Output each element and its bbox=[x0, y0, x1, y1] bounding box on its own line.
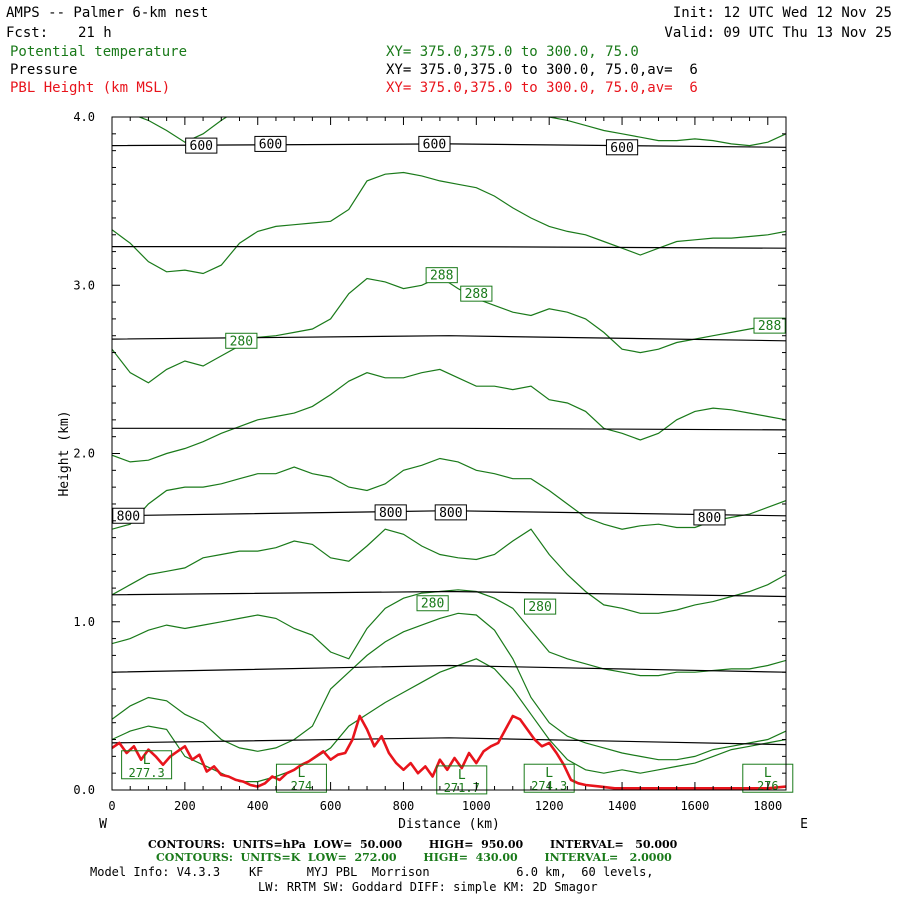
extremum-letter-1: L bbox=[298, 766, 306, 781]
contour-label-box-0 bbox=[185, 137, 218, 154]
legend-pbl-name: PBL Height (km MSL) bbox=[10, 80, 171, 96]
extremum-value-0: 277.3 bbox=[129, 766, 165, 780]
x-axis-label: Distance (km) bbox=[398, 817, 500, 832]
extremum-letter-4: L bbox=[764, 766, 772, 781]
pbl-height-line bbox=[112, 714, 786, 790]
pressure-contour-line-3 bbox=[112, 427, 786, 431]
contour-label-1: 600 bbox=[259, 137, 282, 152]
contour-label-box-3 bbox=[605, 139, 639, 156]
legend-theta-name: Potential temperature bbox=[10, 44, 188, 60]
x-tick-label-4: 800 bbox=[393, 799, 415, 813]
contour-label-13: 280 bbox=[528, 600, 551, 615]
legend-pressure-xy: XY= 375.0,375.0 to 300.0, 75.0,av= 6 bbox=[386, 62, 698, 78]
extremum-letter-2: L bbox=[458, 768, 466, 783]
x-tick-label-8: 1600 bbox=[680, 799, 709, 813]
y-tick-label-0: 0.0 bbox=[73, 783, 95, 797]
valid-time: Valid: 09 UTC Thu 13 Nov 25 bbox=[664, 25, 892, 41]
y-tick-label-1: 1.0 bbox=[73, 615, 95, 629]
x-tick-label-0: 0 bbox=[108, 799, 115, 813]
chart-title: AMPS -- Palmer 6-km nest bbox=[6, 5, 209, 21]
x-start-label: W bbox=[99, 817, 107, 832]
x-tick-label-5: 1000 bbox=[462, 799, 491, 813]
plot-frame bbox=[111, 116, 787, 791]
extremum-box-1 bbox=[275, 763, 327, 793]
pressure-contour-line-7 bbox=[112, 737, 786, 746]
footer-model-info-2: LW: RRTM SW: Goddard DIFF: simple KM: 2D… bbox=[258, 880, 598, 894]
y-tick-label-3: 3.0 bbox=[73, 278, 95, 292]
theta-contour-line-8 bbox=[112, 658, 786, 783]
y-tick-label-4: 4.0 bbox=[73, 110, 95, 124]
contour-label-box-10 bbox=[753, 317, 786, 334]
contour-label-box-7 bbox=[693, 509, 726, 526]
contour-label-9: 288 bbox=[465, 287, 488, 302]
contour-label-box-8 bbox=[425, 267, 458, 284]
theta-contour-line-0 bbox=[137, 117, 786, 147]
extremum-letter-0: L bbox=[143, 753, 151, 768]
x-tick-label-2: 400 bbox=[247, 799, 269, 813]
legend-theta-xy: XY= 375.0,375.0 to 300.0, 75.0 bbox=[386, 44, 639, 60]
x-tick-label-7: 1400 bbox=[608, 799, 637, 813]
contour-label-box-6 bbox=[434, 504, 467, 521]
pressure-contour-line-6 bbox=[112, 664, 786, 673]
contour-labels: 600 600 600 600 800 800 800 800 288 288 288 280 280 2… bbox=[112, 135, 794, 795]
contour-label-11: 280 bbox=[230, 334, 253, 349]
contour-label-6: 800 bbox=[439, 506, 462, 521]
contour-label-box-5 bbox=[374, 504, 407, 521]
contour-label-box-13 bbox=[523, 598, 557, 615]
contour-label-box-11 bbox=[225, 332, 258, 349]
pressure-contour-line-2 bbox=[112, 335, 786, 342]
contour-label-5: 800 bbox=[379, 506, 402, 521]
pressure-contour-line-1 bbox=[112, 246, 786, 249]
footer-pressure-contours: CONTOURS: UNITS=hPa LOW= 50.000 HIGH= 95… bbox=[148, 838, 678, 851]
extremum-value-2: 271.7 bbox=[444, 781, 480, 795]
contour-label-7: 800 bbox=[698, 511, 721, 526]
x-end-label: E bbox=[800, 817, 808, 832]
theta-contour-line-4 bbox=[112, 457, 786, 530]
x-tick-label-6: 1200 bbox=[535, 799, 564, 813]
contour-label-box-12 bbox=[416, 595, 449, 612]
theta-contour-line-1 bbox=[112, 171, 786, 275]
extremum-letter-3: L bbox=[545, 766, 553, 781]
contour-label-0: 600 bbox=[190, 139, 213, 154]
theta-contours bbox=[112, 117, 786, 783]
extremum-box-3 bbox=[523, 763, 575, 793]
extremum-box-2 bbox=[436, 765, 488, 795]
legend-pressure-name: Pressure bbox=[10, 62, 78, 78]
theta-contour-line-3 bbox=[112, 368, 786, 463]
pbl-height-line-path bbox=[112, 714, 786, 790]
extremum-box-4 bbox=[742, 763, 794, 793]
contour-label-10: 288 bbox=[758, 319, 781, 334]
contour-label-box-4 bbox=[112, 507, 145, 524]
contour-label-box-9 bbox=[460, 285, 493, 302]
theta-contour-line-6 bbox=[112, 589, 786, 677]
footer-model-info: Model Info: V4.3.3 KF MYJ PBL Morrison 6… bbox=[90, 865, 654, 879]
x-tick-label-1: 200 bbox=[174, 799, 196, 813]
theta-contour-line-2 bbox=[112, 276, 786, 384]
pressure-contours bbox=[112, 143, 786, 746]
contour-label-2: 600 bbox=[423, 137, 446, 152]
theta-contour-line-5 bbox=[112, 528, 786, 614]
y-tick-label-2: 2.0 bbox=[73, 447, 95, 461]
fcst-value: 21 h bbox=[78, 25, 112, 41]
contour-label-8: 288 bbox=[430, 269, 453, 284]
axes: 0 200 400 600 800 1000 1200 1400 1600 1800 0.0 1.0 2… bbox=[57, 110, 808, 832]
extremum-box-0 bbox=[121, 750, 173, 780]
contour-label-box-2 bbox=[418, 135, 451, 152]
contour-label-3: 600 bbox=[610, 141, 633, 156]
fcst-label: Fcst: bbox=[6, 25, 49, 41]
footer-theta-contours: CONTOURS: UNITS=K LOW= 272.00 HIGH= 430.… bbox=[156, 851, 672, 864]
init-time: Init: 12 UTC Wed 12 Nov 25 bbox=[672, 5, 892, 21]
contour-label-12: 280 bbox=[421, 597, 444, 612]
legend-pbl-xy: XY= 375.0,375.0 to 300.0, 75.0,av= 6 bbox=[386, 80, 698, 96]
contour-label-box-1 bbox=[254, 135, 287, 152]
y-axis-label: Height (km) bbox=[57, 410, 72, 496]
pressure-contour-line-5 bbox=[112, 590, 786, 598]
x-tick-label-9: 1800 bbox=[753, 799, 782, 813]
contour-label-4: 800 bbox=[117, 509, 140, 524]
x-tick-label-3: 600 bbox=[320, 799, 342, 813]
